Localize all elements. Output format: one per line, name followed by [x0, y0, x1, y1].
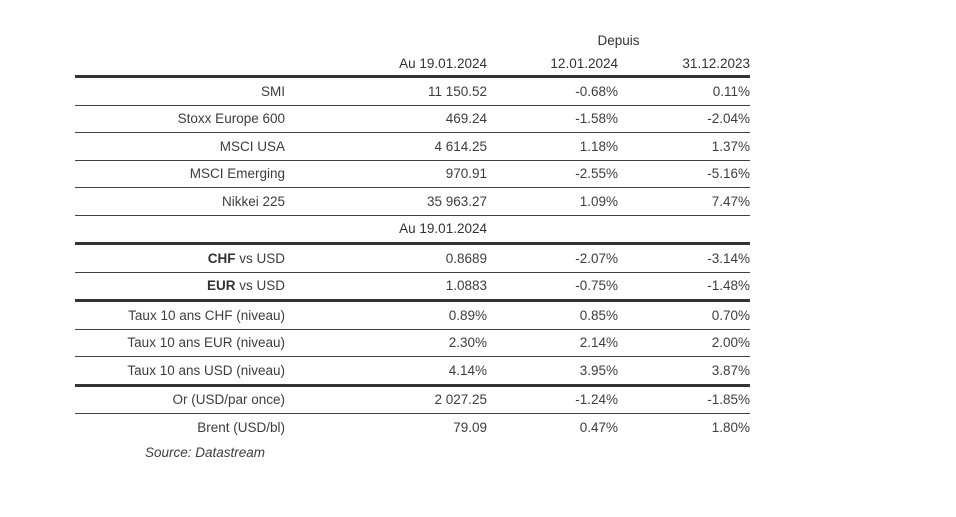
- empty-cell: [75, 29, 285, 51]
- change-ytd-cell: -2.04%: [618, 105, 750, 133]
- change-1w-cell: -1.58%: [487, 105, 618, 133]
- row-label-text: Taux 10 ans USD (niveau): [127, 362, 285, 378]
- row-label-text: MSCI Emerging: [189, 166, 285, 182]
- row-label: Taux 10 ans CHF (niveau): [75, 300, 285, 330]
- change-ytd-cell: -1.48%: [618, 272, 750, 302]
- column-header-au-19-01-2024: Au 19.01.2024: [285, 51, 487, 78]
- table-row-taux-eur: Taux 10 ans EUR (niveau) 2.30% 2.14% 2.0…: [75, 329, 750, 357]
- change-1w-cell: 1.09%: [487, 187, 618, 216]
- change-ytd-cell: 2.00%: [618, 329, 750, 357]
- value-cell: 1.0883: [285, 272, 487, 302]
- value-cell: 11 150.52: [285, 76, 487, 106]
- table-row-msci-emerging: MSCI Emerging 970.91 -2.55% -5.16%: [75, 160, 750, 188]
- row-label-text: vs USD: [235, 250, 285, 266]
- table-row-stoxx: Stoxx Europe 600 469.24 -1.58% -2.04%: [75, 105, 750, 133]
- value-cell: 0.89%: [285, 300, 487, 330]
- row-label: MSCI Emerging: [75, 160, 285, 188]
- table-row-brent: Brent (USD/bl) 79.09 0.47% 1.80%: [75, 414, 750, 441]
- empty-cell: [75, 215, 285, 245]
- depuis-label: Depuis: [597, 32, 640, 48]
- row-label: Stoxx Europe 600: [75, 105, 285, 133]
- change-1w-cell: 0.85%: [487, 300, 618, 330]
- market-data-table-container: Depuis Au 19.01.2024 12.01.2024 31.12.20…: [75, 29, 750, 460]
- value-cell: 35 963.27: [285, 187, 487, 216]
- table-row-nikkei: Nikkei 225 35 963.27 1.09% 7.47%: [75, 187, 750, 216]
- change-1w-cell: 2.14%: [487, 329, 618, 357]
- change-1w-cell: 0.47%: [579, 419, 618, 435]
- change-1w-cell: 1.18%: [487, 132, 618, 161]
- depuis-header-row: Depuis: [75, 29, 750, 51]
- table-row-taux-chf: Taux 10 ans CHF (niveau) 0.89% 0.85% 0.7…: [75, 300, 750, 330]
- table-row-eur-usd: EUR vs USD 1.0883 -0.75% -1.48%: [75, 272, 750, 302]
- change-ytd-cell: 7.47%: [618, 187, 750, 216]
- column-header-row: Au 19.01.2024 12.01.2024 31.12.2023: [75, 51, 750, 78]
- value-cell: 970.91: [285, 160, 487, 188]
- row-label: SMI: [75, 76, 285, 106]
- value-cell: 2 027.25: [285, 385, 487, 414]
- section-header-au-19-01-2024: Au 19.01.2024: [285, 215, 487, 245]
- row-label-bold: EUR: [206, 278, 236, 294]
- change-ytd-cell: 3.87%: [618, 356, 750, 387]
- value-cell: 469.24: [285, 105, 487, 133]
- change-1w-cell: 3.95%: [487, 356, 618, 387]
- change-ytd-cell: 0.11%: [618, 76, 750, 106]
- row-label-text: Nikkei 225: [221, 193, 285, 209]
- column-header-12-01-2024: 12.01.2024: [487, 51, 618, 78]
- change-ytd-cell: 0.70%: [618, 300, 750, 330]
- row-label-text: SMI: [260, 83, 285, 99]
- column-header-31-12-2023: 31.12.2023: [618, 51, 750, 78]
- row-label: Brent (USD/bl): [75, 414, 285, 441]
- value-cell: 4.14%: [285, 356, 487, 387]
- change-ytd-cell: 1.80%: [711, 419, 750, 435]
- change-1w-cell: -2.07%: [487, 243, 618, 273]
- change-1w-cell: -2.55%: [487, 160, 618, 188]
- row-label-text: Brent (USD/bl): [197, 419, 285, 435]
- row-label-text: MSCI USA: [219, 138, 285, 154]
- row-label: Or (USD/par once): [75, 385, 285, 414]
- empty-cell: [285, 29, 487, 51]
- empty-cell: [75, 51, 285, 78]
- row-label: CHF vs USD: [75, 243, 285, 273]
- row-label: Taux 10 ans EUR (niveau): [75, 329, 285, 357]
- market-data-table: Depuis Au 19.01.2024 12.01.2024 31.12.20…: [75, 29, 750, 441]
- table-row-chf-usd: CHF vs USD 0.8689 -2.07% -3.14%: [75, 243, 750, 273]
- change-1w-cell: -0.75%: [487, 272, 618, 302]
- row-label-text: Taux 10 ans EUR (niveau): [127, 335, 285, 351]
- empty-cell: [618, 215, 750, 245]
- table-row-or: Or (USD/par once) 2 027.25 -1.24% -1.85%: [75, 385, 750, 414]
- table-row-msci-usa: MSCI USA 4 614.25 1.18% 1.37%: [75, 132, 750, 161]
- row-label: EUR vs USD: [75, 272, 285, 302]
- value-cell: 2.30%: [285, 329, 487, 357]
- table-row-taux-usd: Taux 10 ans USD (niveau) 4.14% 3.95% 3.8…: [75, 356, 750, 387]
- value-cell: 79.09: [453, 419, 487, 435]
- change-ytd-cell: -5.16%: [618, 160, 750, 188]
- row-label: MSCI USA: [75, 132, 285, 161]
- row-label-bold: CHF: [207, 250, 236, 266]
- row-label-text: vs USD: [235, 278, 285, 294]
- row-label: Nikkei 225: [75, 187, 285, 216]
- row-label: Taux 10 ans USD (niveau): [75, 356, 285, 387]
- section-header-row: Au 19.01.2024: [75, 215, 750, 245]
- change-ytd-cell: 1.37%: [618, 132, 750, 161]
- empty-cell: [487, 215, 618, 245]
- row-label-text: Or (USD/par once): [172, 392, 285, 408]
- change-ytd-cell: -1.85%: [618, 385, 750, 414]
- value-cell: 4 614.25: [285, 132, 487, 161]
- source-note: Source: Datastream: [145, 444, 266, 460]
- table-row-smi: SMI 11 150.52 -0.68% 0.11%: [75, 76, 750, 106]
- change-1w-cell: -1.24%: [487, 385, 618, 414]
- row-label-text: Taux 10 ans CHF (niveau): [128, 307, 285, 323]
- change-ytd-cell: -3.14%: [618, 243, 750, 273]
- change-1w-cell: -0.68%: [487, 76, 618, 106]
- row-label-text: Stoxx Europe 600: [177, 111, 285, 127]
- value-cell: 0.8689: [285, 243, 487, 273]
